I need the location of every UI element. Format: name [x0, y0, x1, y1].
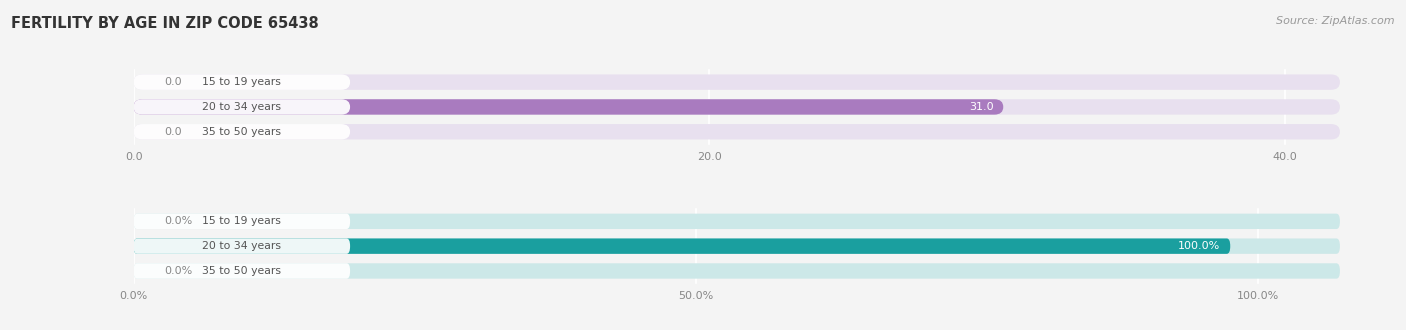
Text: Source: ZipAtlas.com: Source: ZipAtlas.com	[1277, 16, 1395, 26]
FancyBboxPatch shape	[134, 75, 1340, 90]
FancyBboxPatch shape	[134, 99, 1340, 115]
Text: 31.0: 31.0	[969, 102, 994, 112]
FancyBboxPatch shape	[134, 263, 350, 279]
Text: 100.0%: 100.0%	[1178, 241, 1220, 251]
Text: 0.0%: 0.0%	[165, 266, 193, 276]
Text: 20 to 34 years: 20 to 34 years	[202, 102, 281, 112]
FancyBboxPatch shape	[134, 214, 350, 229]
FancyBboxPatch shape	[134, 99, 350, 115]
FancyBboxPatch shape	[134, 75, 350, 90]
Text: 15 to 19 years: 15 to 19 years	[202, 216, 281, 226]
Text: 20 to 34 years: 20 to 34 years	[202, 241, 281, 251]
Text: 35 to 50 years: 35 to 50 years	[202, 127, 281, 137]
Text: 0.0: 0.0	[165, 127, 183, 137]
FancyBboxPatch shape	[134, 239, 1340, 254]
Text: 0.0: 0.0	[165, 77, 183, 87]
Text: 15 to 19 years: 15 to 19 years	[202, 77, 281, 87]
Text: FERTILITY BY AGE IN ZIP CODE 65438: FERTILITY BY AGE IN ZIP CODE 65438	[11, 16, 319, 31]
FancyBboxPatch shape	[134, 263, 1340, 279]
FancyBboxPatch shape	[134, 214, 1340, 229]
FancyBboxPatch shape	[134, 99, 1004, 115]
FancyBboxPatch shape	[134, 239, 1230, 254]
Text: 35 to 50 years: 35 to 50 years	[202, 266, 281, 276]
FancyBboxPatch shape	[134, 239, 350, 254]
FancyBboxPatch shape	[134, 124, 350, 140]
FancyBboxPatch shape	[134, 124, 1340, 140]
Text: 0.0%: 0.0%	[165, 216, 193, 226]
